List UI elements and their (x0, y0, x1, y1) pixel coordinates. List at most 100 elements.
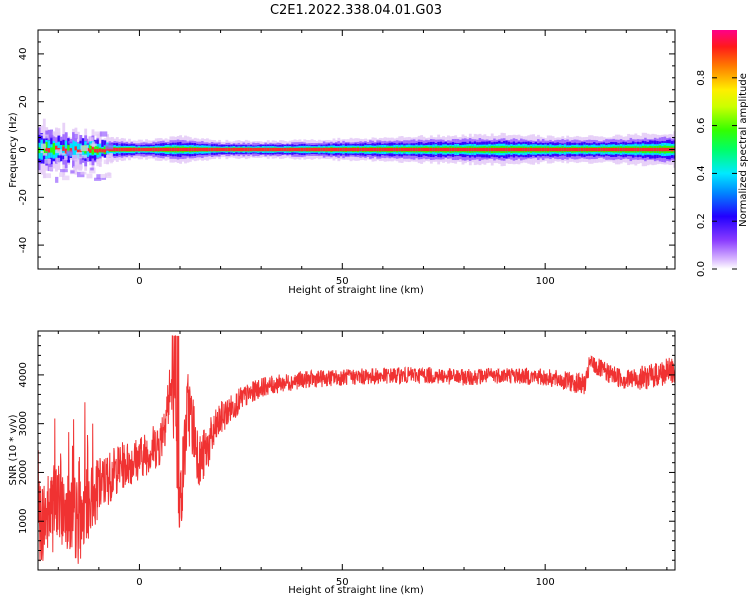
spectrogram-cell (220, 147, 224, 152)
spectrogram-cell (198, 147, 202, 152)
spectrogram-cell (140, 147, 144, 152)
spectrogram-cell (493, 147, 497, 152)
spectrogram-cell (145, 147, 148, 152)
spectrogram-cell (658, 147, 662, 152)
spectrogram-ytick-label: 20 (18, 95, 29, 108)
spectrogram-cell (505, 147, 509, 152)
spectrogram-cell (541, 147, 545, 152)
spectrogram-noise (90, 143, 97, 147)
spectrogram-cell (549, 147, 553, 152)
spectrogram-cell (74, 146, 78, 151)
spectrogram-noise (41, 143, 46, 149)
spectrogram-cell (381, 147, 385, 152)
spectrogram-cell (427, 147, 431, 152)
spectrogram-cell (512, 147, 516, 152)
spectrogram-cell (454, 147, 458, 152)
spectrogram-cell (400, 147, 404, 152)
spectrogram-cell (67, 144, 71, 152)
spectrogram-xtick-label: 50 (336, 276, 349, 287)
spectrogram-cell (62, 146, 66, 151)
spectrogram-cell (366, 147, 370, 152)
spectrogram-cell (310, 147, 314, 152)
spectrogram-cell (237, 147, 241, 152)
spectrogram-cell (464, 147, 467, 152)
spectrogram-noise (44, 159, 52, 164)
spectrogram-cell (446, 147, 450, 152)
spectrogram-cell (227, 147, 231, 152)
spectrogram-cell (132, 147, 136, 152)
spectrogram-noise (55, 149, 62, 154)
spectrogram-cell (42, 143, 46, 156)
spectrogram-cell (485, 147, 489, 152)
colorbar-tick-label: 0.2 (696, 213, 707, 229)
snr-panel: 0 50 100 1000 2000 3000 4000 Height of straigh… (8, 330, 676, 596)
colorbar-tick-label: 0.8 (696, 70, 707, 86)
spectrogram-noise (89, 167, 96, 174)
colorbar-label: Normalized spectral amplitude (738, 73, 749, 227)
spectrogram-cell (142, 147, 146, 152)
spectrogram-cell (352, 147, 355, 152)
spectrogram-cell (101, 148, 105, 153)
spectrogram-noise (94, 177, 102, 181)
spectrogram-cell (359, 147, 363, 152)
spectrogram-cell (55, 145, 58, 151)
spectrogram-cell (317, 147, 321, 152)
spectrogram-cell (232, 147, 236, 152)
spectrogram-cell (556, 147, 560, 152)
spectrogram-cell (325, 147, 329, 152)
spectrogram-cell (459, 147, 462, 152)
spectrogram-cell (578, 147, 582, 152)
spectrogram-ticks: 0 50 100 -40 -20 0 20 40 (18, 29, 675, 287)
spectrogram-cell (478, 147, 482, 152)
spectrogram-cell (261, 147, 265, 152)
spectrogram-cell (186, 147, 190, 152)
spectrogram-noise (42, 153, 48, 156)
spectrogram-cell (152, 147, 156, 152)
spectrogram-cell (188, 147, 192, 152)
spectrogram-cell (490, 147, 494, 152)
spectrogram-cell (286, 147, 290, 152)
spectrogram-cell (364, 147, 368, 152)
spectrogram-cell (361, 147, 365, 152)
spectrogram-ytick-label: 0 (18, 146, 29, 152)
spectrogram-noise (99, 131, 108, 137)
spectrogram-cell (580, 147, 584, 152)
spectrogram-xtick-label: 100 (536, 276, 555, 287)
spectrogram-noise (76, 152, 83, 155)
figure-title: C2E1.2022.338.04.01.G03 (270, 3, 442, 18)
spectrogram-cell (551, 147, 555, 152)
spectrogram-noise (73, 133, 78, 140)
spectrogram-cell (203, 147, 207, 152)
spectrogram-cell (159, 147, 163, 152)
spectrogram-cell (264, 147, 268, 152)
spectrogram-cell (244, 147, 248, 152)
spectrogram-cell (532, 147, 536, 152)
spectrogram-cell (617, 147, 621, 152)
spectrogram-cell (91, 147, 95, 155)
spectrogram-cell (415, 147, 419, 152)
spectrogram-cell (476, 147, 480, 152)
spectrogram-cell (334, 147, 338, 152)
spectrogram-cell (191, 147, 195, 152)
spectrogram-noise (70, 170, 75, 174)
spectrogram-cell (47, 148, 51, 153)
spectrogram-cell (422, 147, 426, 152)
spectrogram-cell (196, 147, 200, 152)
spectrogram-noise (96, 159, 103, 162)
spectrogram-cell (437, 147, 441, 152)
spectrogram-cell (89, 149, 92, 153)
spectrogram-noise (55, 176, 59, 183)
spectrogram-cell (451, 147, 455, 152)
spectrogram-noise (80, 145, 89, 152)
spectrogram-cell (529, 147, 533, 152)
spectrogram-cell (113, 147, 117, 152)
spectrogram-cell (539, 147, 543, 152)
spectrogram-cell (257, 147, 260, 152)
spectrogram-cell (89, 144, 92, 153)
spectrogram-cell (213, 147, 217, 152)
spectrogram-noise (60, 169, 68, 173)
spectrogram-cell (72, 140, 75, 159)
spectrogram-cell (546, 147, 550, 152)
spectrogram-cell (288, 147, 292, 152)
